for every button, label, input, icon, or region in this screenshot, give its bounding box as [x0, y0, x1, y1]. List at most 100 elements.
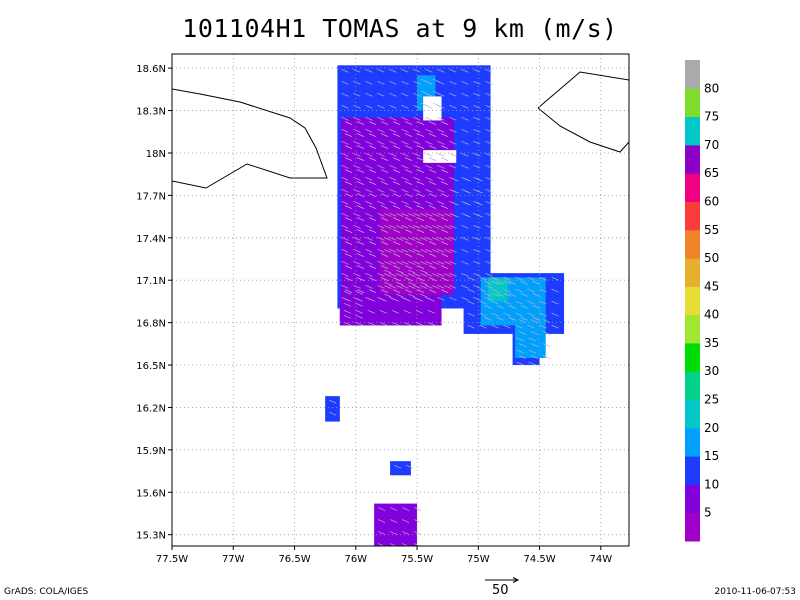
wind-vector — [391, 310, 399, 314]
wind-vector — [380, 241, 389, 245]
wind-vector — [467, 276, 475, 281]
wind-vector — [402, 531, 410, 535]
wind-vector — [380, 265, 389, 269]
wind-vector — [416, 217, 425, 221]
wind-vector — [390, 519, 398, 523]
wind-vector — [416, 253, 425, 257]
wind-vector — [341, 200, 349, 205]
wind-vector — [542, 319, 551, 323]
wind-vector — [380, 229, 389, 233]
coastline-haiti-south — [537, 107, 629, 153]
wind-vector — [377, 176, 385, 181]
wind-vector — [416, 277, 425, 281]
colorbar-label: 50 — [704, 251, 719, 265]
wind-vector — [377, 236, 385, 241]
wind-vector — [353, 212, 361, 217]
wind-vector — [518, 319, 527, 323]
wind-vector — [437, 224, 445, 229]
wind-vector — [485, 104, 493, 109]
wind-vector — [440, 277, 449, 281]
wind-vector — [420, 78, 429, 83]
wind-vector — [404, 229, 413, 233]
wind-vector — [473, 92, 481, 97]
wind-vector — [437, 236, 445, 241]
wind-vector — [428, 217, 437, 221]
wind-vector — [356, 205, 365, 209]
wind-vector — [425, 236, 433, 241]
wind-vector — [484, 317, 492, 321]
wind-vector — [532, 281, 540, 285]
wind-vector — [401, 188, 409, 193]
wind-vector — [479, 312, 487, 317]
wind-vector — [461, 152, 469, 157]
grads-credit: GrADS: COLA/IGES — [4, 587, 89, 597]
wind-vector — [389, 164, 397, 169]
wind-vector — [449, 104, 457, 109]
wind-vector — [380, 169, 389, 173]
wind-vector — [380, 181, 389, 185]
wind-vector — [404, 145, 413, 149]
wind-vector — [384, 261, 392, 265]
wind-vector — [368, 169, 377, 173]
wind-vector — [485, 248, 493, 253]
wind-vector — [484, 281, 492, 285]
wind-vector — [416, 169, 425, 173]
colorbar-swatch — [685, 60, 700, 89]
colorbar-swatch — [685, 512, 700, 542]
wind-vector — [463, 189, 471, 194]
wind-vector — [527, 288, 535, 293]
wind-vector — [377, 272, 385, 277]
y-tick-label: 15.3N — [136, 531, 166, 542]
wind-vector — [461, 164, 469, 169]
wind-vector — [353, 176, 361, 181]
wind-vector — [408, 261, 416, 265]
wind-vector — [392, 169, 401, 173]
wind-vector — [449, 236, 457, 241]
wind-vector — [437, 212, 445, 217]
wind-vector — [341, 188, 349, 193]
wind-vector — [401, 140, 409, 145]
wind-vector — [420, 237, 428, 241]
wind-vector — [461, 248, 469, 253]
wind-vector — [449, 68, 457, 73]
wind-vector — [401, 260, 409, 265]
wind-vector — [461, 80, 469, 85]
plot-frame — [171, 53, 630, 547]
wind-vector — [449, 80, 457, 85]
wind-vector — [341, 140, 349, 145]
wind-vector — [401, 200, 409, 205]
wind-vector — [344, 253, 353, 257]
wind-vector — [527, 324, 535, 329]
wind-vector — [404, 265, 413, 269]
wind-vector — [491, 281, 500, 285]
wind-vector — [463, 201, 471, 206]
wind-vector — [449, 116, 457, 121]
wind-vector — [344, 169, 353, 173]
wind-vector — [377, 104, 385, 109]
wind-vector — [344, 217, 353, 221]
wind-vector — [449, 92, 457, 97]
wind-vector — [356, 217, 365, 221]
wind-vector — [389, 212, 397, 217]
wind-vector — [437, 140, 445, 145]
wind-vector — [356, 121, 365, 125]
wind-vector — [449, 164, 457, 169]
x-tick-label: 74.5W — [523, 554, 555, 565]
wind-vector — [367, 322, 375, 326]
wind-vector — [503, 293, 512, 297]
wind-vector — [473, 284, 481, 289]
wind-vector — [542, 355, 551, 359]
wind-vector — [389, 260, 397, 265]
wind-vector — [384, 225, 392, 229]
wind-vector — [389, 176, 397, 181]
colorbar-swatch — [685, 399, 700, 429]
wind-vector — [365, 224, 373, 229]
reference-vector — [485, 577, 520, 583]
wind-vector — [437, 248, 445, 253]
wind-vector — [392, 133, 401, 137]
wind-vector — [420, 285, 428, 289]
wind-vector — [420, 281, 428, 286]
wind-vector — [461, 296, 469, 301]
wind-vector — [542, 331, 551, 335]
wind-vector — [479, 324, 487, 329]
